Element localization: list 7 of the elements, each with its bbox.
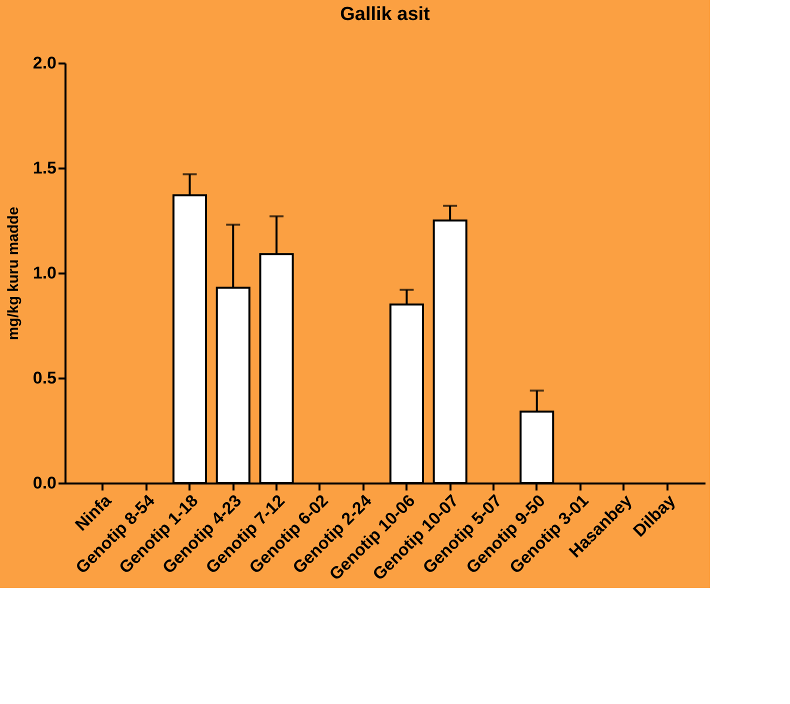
y-tick-label: 1.5 (32, 158, 56, 178)
y-axis-title: mg/kg kuru madde (4, 206, 22, 340)
y-tick-label: 0.0 (32, 474, 56, 492)
y-tick-label: 0.5 (32, 368, 56, 388)
chart-title: Gallik asit (340, 4, 431, 25)
y-tick-label: 1.0 (32, 264, 56, 282)
y-tick-label: 2.0 (32, 54, 56, 72)
